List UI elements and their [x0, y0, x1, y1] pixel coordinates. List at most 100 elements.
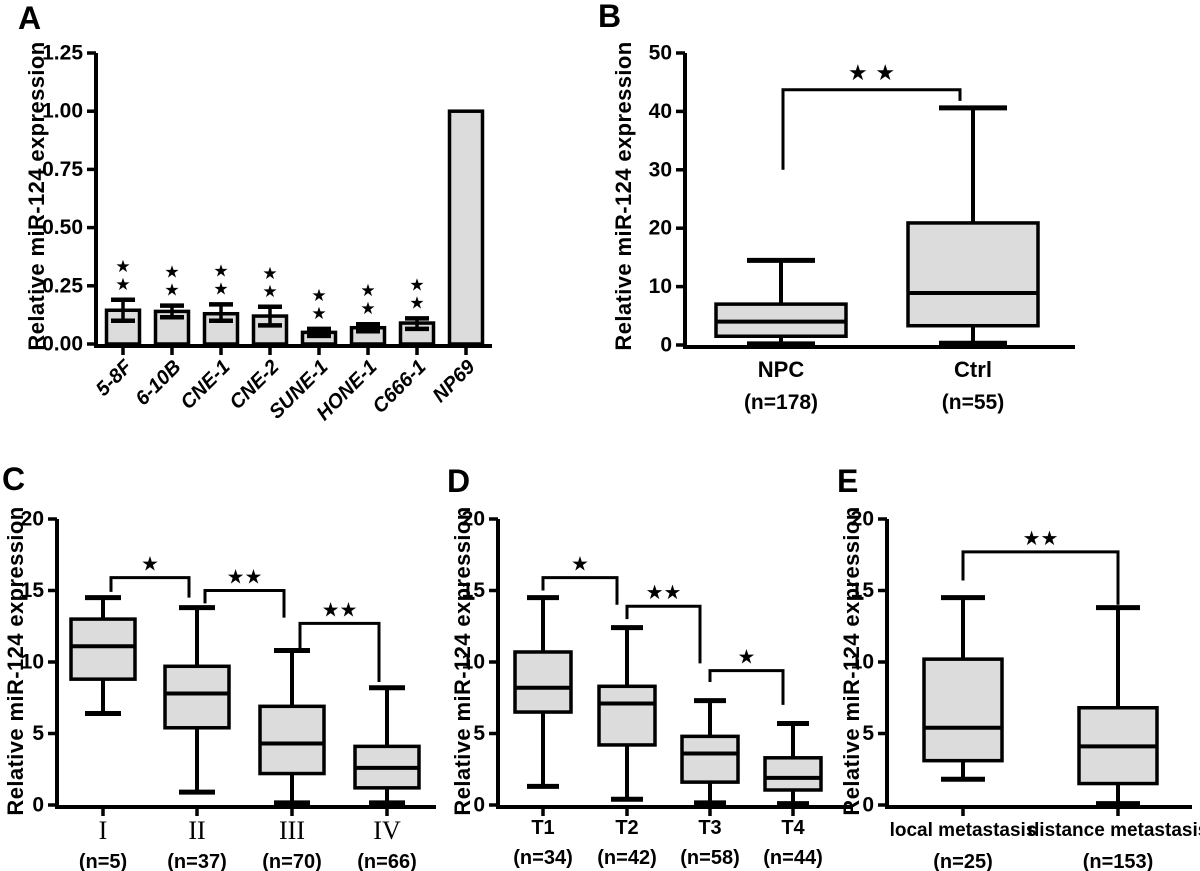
y-tick-label: 0.00	[42, 333, 83, 356]
y-tick-label: 5	[862, 722, 874, 745]
significance-bracket	[781, 88, 962, 170]
x-category-label: III	[279, 816, 305, 845]
x-category-label: C666-1	[369, 356, 431, 418]
box-T2	[597, 684, 657, 747]
box-III	[258, 704, 326, 776]
significance-stars: ★	[141, 552, 159, 576]
significance-star: ★	[409, 275, 424, 295]
x-category-label: T2	[615, 817, 638, 839]
x-category-label: T3	[698, 817, 721, 839]
y-tick-label: 30	[649, 158, 672, 181]
significance-stars: ★	[738, 645, 756, 669]
y-tick-label: 10	[851, 651, 874, 674]
y-tick-label: 15	[21, 579, 45, 602]
box-II	[163, 664, 231, 730]
panel-e-y-axis-title: Relative miR-124 expression	[839, 506, 864, 816]
x-category-label: CNE-1	[177, 356, 235, 414]
significance-bracket	[298, 621, 381, 683]
y-tick-label: 0	[473, 794, 485, 817]
x-category-label: II	[188, 816, 205, 845]
y-tick-label: 20	[851, 508, 874, 531]
panel-e-label: E	[837, 463, 859, 499]
significance-stars: ★★	[1023, 526, 1059, 550]
panel-a-label: A	[18, 0, 42, 36]
x-category-label: distance metastasis	[1028, 820, 1200, 841]
x-category-label: NPC	[758, 357, 805, 382]
x-category-n-label: (n=34)	[513, 847, 572, 869]
panel-b-y-axis-title: Relative miR-124 expression	[611, 41, 636, 351]
x-category-label: IV	[373, 816, 401, 845]
y-tick-label: 40	[649, 100, 672, 123]
x-category-n-label: (n=70)	[262, 851, 321, 871]
y-tick-label: 0.75	[42, 158, 83, 181]
y-tick-label: 1.25	[42, 42, 83, 65]
significance-bracket	[961, 550, 1120, 605]
y-tick-label: 10	[649, 275, 672, 298]
significance-bracket	[625, 604, 702, 664]
significance-star: ★	[115, 275, 130, 295]
y-tick-label: 10	[462, 651, 485, 674]
significance-stars: ★★	[646, 580, 682, 604]
y-tick-label: 20	[21, 508, 44, 531]
x-category-n-label: (n=44)	[763, 847, 822, 869]
significance-stars: ★ ★	[848, 61, 895, 86]
significance-bracket	[541, 576, 619, 605]
significance-stars: ★★	[227, 565, 263, 589]
box-T3	[680, 734, 740, 784]
x-category-n-label: (n=178)	[744, 391, 818, 414]
y-tick-label: 0.50	[42, 216, 83, 239]
significance-star: ★	[360, 281, 375, 301]
y-tick-label: 5	[32, 722, 44, 745]
panel-b-plot: 0 10 20 30 40 50 NPC (n=178) Ctrl (n=55) ★ ★	[649, 42, 1075, 414]
x-category-n-label: (n=58)	[680, 847, 739, 869]
y-tick-label: 10	[21, 651, 44, 674]
panel-d-plot: 0 5 10 15 20 T1 (n=34) T2 (n=42) T3 (n=58) T4 (n=44)…	[462, 508, 853, 869]
panel-d-y-axis-title: Relative miR-124 expression	[450, 506, 475, 816]
panel-c-plot: 0 5 10 15 20 I (n=5) II (n=37) III (n=70) IV (n=66) ★…	[21, 508, 436, 871]
x-category-n-label: (n=25)	[933, 851, 992, 871]
y-tick-label: 50	[649, 42, 672, 65]
x-category-label: local metastasis	[890, 820, 1037, 841]
y-tick-label: 0	[862, 794, 874, 817]
significance-star: ★	[360, 299, 375, 319]
significance-star: ★	[164, 263, 179, 283]
significance-star: ★	[262, 282, 277, 302]
y-tick-label: 1.00	[42, 100, 83, 123]
significance-star: ★	[115, 257, 130, 277]
x-category-label: T4	[781, 817, 805, 839]
x-category-n-label: (n=37)	[167, 851, 226, 871]
significance-bracket	[109, 576, 191, 598]
significance-star: ★	[409, 293, 424, 313]
significance-bracket	[203, 589, 286, 618]
panel-b-label: B	[598, 0, 622, 34]
box-local metastasis	[922, 657, 1004, 763]
x-category-n-label: (n=42)	[597, 847, 656, 869]
x-category-n-label: (n=55)	[942, 391, 1004, 414]
x-category-label: NP69	[429, 355, 481, 407]
x-category-label: 5-8F	[92, 355, 137, 400]
panel-e-plot: 0 5 10 15 20 local metastasis (n=25) distance m…	[851, 508, 1200, 871]
significance-star: ★	[262, 264, 277, 284]
significance-star: ★	[311, 286, 326, 306]
box-T1	[513, 650, 573, 714]
bar-NP69	[447, 109, 485, 346]
y-tick-label: 0	[32, 794, 44, 817]
x-category-label: I	[99, 816, 108, 845]
panel-c-y-axis-title: Relative miR-124 expression	[3, 506, 28, 816]
panel-a-plot: 0.000.250.500.751.001.25★★5-8F★★6-10B★★C…	[42, 42, 492, 425]
x-category-label: T1	[531, 817, 554, 839]
panel-d-label: D	[447, 463, 471, 499]
x-category-n-label: (n=5)	[79, 851, 127, 871]
significance-stars: ★★	[322, 597, 358, 621]
box-T4	[763, 756, 823, 792]
box-I	[69, 617, 137, 681]
x-category-label: 6-10B	[131, 356, 185, 410]
x-category-n-label: (n=66)	[357, 851, 416, 871]
y-tick-label: 20	[649, 217, 672, 240]
significance-star: ★	[213, 261, 228, 281]
y-tick-label: 20	[462, 508, 485, 531]
box-Ctrl	[906, 221, 1040, 328]
significance-star: ★	[213, 279, 228, 299]
y-tick-label: 15	[851, 579, 875, 602]
